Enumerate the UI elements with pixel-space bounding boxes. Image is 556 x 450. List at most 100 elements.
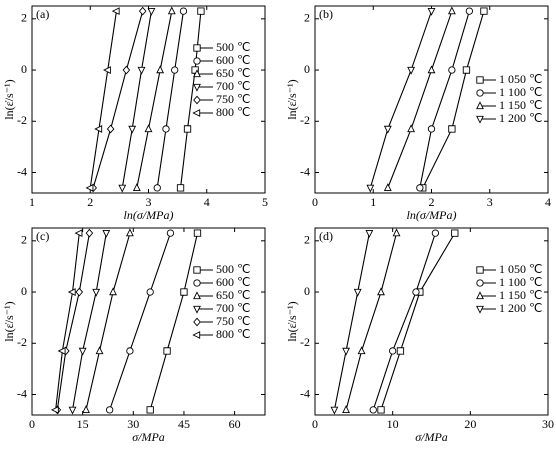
data-point xyxy=(377,406,385,414)
data-point xyxy=(102,229,111,238)
legend-marker xyxy=(193,305,201,314)
data-point xyxy=(365,229,374,238)
data-point xyxy=(125,228,134,237)
x-axis-label: ln(σ/MPa) xyxy=(407,208,457,222)
data-point xyxy=(128,125,137,134)
data-point xyxy=(146,406,154,414)
legend-marker xyxy=(476,115,484,124)
data-point xyxy=(176,184,185,192)
data-point xyxy=(193,229,202,237)
data-point xyxy=(451,229,459,237)
y-axis-label: ln(ε̇/s⁻¹) xyxy=(2,79,16,119)
x-tick-label: 3 xyxy=(487,195,493,209)
y-tick-label: 2 xyxy=(21,11,27,25)
x-tick-label: 30 xyxy=(127,417,139,431)
legend-label: 1 100 ℃ xyxy=(499,275,542,289)
data-point xyxy=(167,6,176,15)
fit-line xyxy=(333,233,370,410)
legend-label: 1 100 ℃ xyxy=(499,85,542,99)
data-point xyxy=(163,347,171,355)
data-point xyxy=(427,7,436,16)
x-tick-label: 3 xyxy=(146,195,152,209)
data-point xyxy=(465,7,474,15)
data-point xyxy=(68,406,77,415)
fit-line xyxy=(387,10,453,189)
fit-line xyxy=(89,11,118,188)
x-tick-label: 10 xyxy=(387,417,399,431)
data-point xyxy=(448,66,456,74)
y-tick-label: -2 xyxy=(300,113,310,127)
data-point xyxy=(132,183,141,192)
data-point xyxy=(383,125,392,134)
legend-label: 1 150 ℃ xyxy=(499,288,542,302)
data-point xyxy=(407,66,416,75)
x-tick-label: 30 xyxy=(542,417,554,431)
data-point xyxy=(166,229,175,237)
fit-line xyxy=(85,232,131,410)
legend-label: 500 ℃ xyxy=(216,40,250,54)
y-tick-label: 2 xyxy=(21,233,27,247)
data-point xyxy=(179,7,188,15)
y-tick-label: -2 xyxy=(300,335,310,349)
fit-line xyxy=(136,11,173,188)
legend-marker xyxy=(193,279,201,287)
x-tick-label: 1 xyxy=(370,195,376,209)
data-point xyxy=(75,287,84,297)
legend-marker xyxy=(193,266,201,274)
fit-line xyxy=(179,11,202,188)
data-point xyxy=(342,405,350,414)
legend-label: 500 ℃ xyxy=(216,262,250,276)
x-tick-label: 0 xyxy=(312,417,318,431)
legend-marker xyxy=(193,69,201,78)
y-axis-label: ln(ε̇/s⁻¹) xyxy=(285,301,299,341)
data-point xyxy=(122,65,131,75)
data-point xyxy=(106,406,114,414)
y-axis-label: ln(ε̇/s⁻¹) xyxy=(285,79,299,119)
data-point xyxy=(412,288,420,296)
legend-label: 1 050 ℃ xyxy=(499,72,542,86)
data-point xyxy=(118,184,127,193)
fit-line xyxy=(109,232,171,411)
plot-frame xyxy=(314,227,549,416)
legend-marker xyxy=(193,317,201,327)
x-tick-label: 0 xyxy=(29,417,35,431)
fit-line xyxy=(56,233,90,410)
panel-label: (c) xyxy=(36,229,49,243)
y-tick-label: 0 xyxy=(21,284,27,298)
data-point xyxy=(342,347,350,356)
data-point xyxy=(369,406,377,414)
x-axis-label: σ/MPa xyxy=(132,430,165,444)
data-point xyxy=(162,125,170,133)
data-point xyxy=(447,6,456,15)
data-point xyxy=(92,288,101,297)
data-point xyxy=(427,125,436,133)
fit-line xyxy=(156,11,184,188)
data-point xyxy=(67,288,76,296)
data-point xyxy=(383,183,392,192)
fit-line xyxy=(369,10,433,189)
legend-marker xyxy=(193,291,201,300)
y-tick-label: 2 xyxy=(304,11,310,25)
y-tick-label: 2 xyxy=(304,233,310,247)
legend-marker xyxy=(476,76,484,84)
data-point xyxy=(427,65,436,74)
legend-marker xyxy=(192,109,201,117)
data-point xyxy=(480,7,488,15)
legend-marker xyxy=(476,89,484,97)
legend-label: 600 ℃ xyxy=(216,275,250,289)
legend-marker xyxy=(192,331,201,339)
data-point xyxy=(94,125,103,133)
fit-line xyxy=(92,10,144,189)
legend-label: 1 150 ℃ xyxy=(499,98,542,112)
x-tick-label: 5 xyxy=(262,195,268,209)
data-point xyxy=(57,347,66,355)
legend-label: 800 ℃ xyxy=(216,105,250,119)
data-point xyxy=(103,66,111,74)
fit-line xyxy=(55,233,80,410)
x-tick-label: 60 xyxy=(229,417,241,431)
legend-label: 650 ℃ xyxy=(216,66,250,80)
legend-marker xyxy=(193,83,201,92)
data-point xyxy=(357,346,366,355)
legend-marker xyxy=(476,305,484,314)
